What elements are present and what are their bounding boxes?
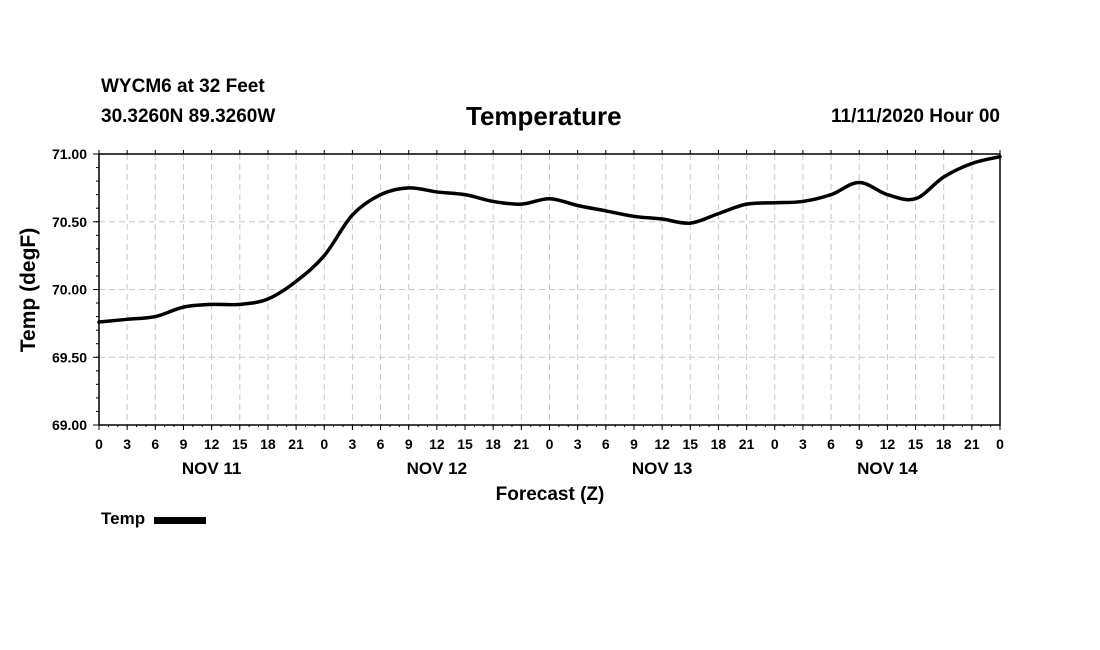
x-tick-label: 15 bbox=[457, 436, 473, 452]
forecast-datetime: 11/11/2020 Hour 00 bbox=[830, 106, 1000, 127]
x-tick-label: 18 bbox=[711, 436, 727, 452]
y-tick-label: 70.50 bbox=[52, 214, 87, 230]
legend: Temp bbox=[101, 509, 207, 529]
x-tick-label: 3 bbox=[574, 436, 582, 452]
x-tick-label: 3 bbox=[349, 436, 357, 452]
x-tick-label: 9 bbox=[630, 436, 638, 452]
series-layer bbox=[97, 154, 1002, 324]
x-tick-label: 3 bbox=[123, 436, 131, 452]
x-tick-label: 6 bbox=[827, 436, 835, 452]
x-tick-label: 0 bbox=[996, 436, 1004, 452]
x-tick-label: 15 bbox=[682, 436, 698, 452]
x-tick-label: 21 bbox=[964, 436, 980, 452]
x-axis-ticks: 0 3 6 9 12 15 18 21 0 3 6 9 12 15 18 21 0 3 6 9 12 15 18 21 0 3 6 9… bbox=[95, 150, 1004, 478]
grid-lines bbox=[99, 154, 1000, 425]
x-tick-label: 21 bbox=[514, 436, 530, 452]
x-tick-label: 9 bbox=[180, 436, 188, 452]
x-tick-label: 18 bbox=[485, 436, 501, 452]
day-label: NOV 12 bbox=[407, 459, 467, 478]
legend-line-swatch bbox=[154, 517, 207, 524]
y-tick-label: 71.00 bbox=[52, 146, 87, 162]
day-label: NOV 14 bbox=[857, 459, 918, 478]
y-tick-label: 70.00 bbox=[52, 282, 87, 298]
day-label: NOV 13 bbox=[632, 459, 692, 478]
station-label: WYCM6 at 32 Feet bbox=[101, 76, 265, 97]
y-tick-label: 69.50 bbox=[52, 349, 87, 365]
x-tick-label: 15 bbox=[232, 436, 248, 452]
x-tick-label: 15 bbox=[908, 436, 924, 452]
x-tick-label: 3 bbox=[799, 436, 807, 452]
x-axis-label: Forecast (Z) bbox=[496, 484, 605, 505]
x-tick-label: 0 bbox=[771, 436, 779, 452]
legend-label: Temp bbox=[101, 509, 146, 528]
x-tick-label: 18 bbox=[260, 436, 276, 452]
y-tick-label: 69.00 bbox=[52, 417, 87, 433]
location-label: 30.3260N 89.3260W bbox=[101, 106, 276, 127]
x-tick-label: 9 bbox=[855, 436, 863, 452]
x-tick-label: 12 bbox=[880, 436, 896, 452]
chart-title: Temperature bbox=[466, 101, 622, 131]
x-tick-label: 0 bbox=[320, 436, 328, 452]
series-line-temp bbox=[97, 154, 1002, 324]
x-tick-label: 18 bbox=[936, 436, 952, 452]
x-tick-label: 6 bbox=[377, 436, 385, 452]
x-tick-label: 6 bbox=[151, 436, 159, 452]
x-tick-label: 12 bbox=[204, 436, 220, 452]
x-tick-label: 0 bbox=[546, 436, 554, 452]
y-axis-ticks: 69.00 69.50 70.00 70.50 71.00 bbox=[52, 146, 99, 433]
plot-frame bbox=[98, 153, 1001, 426]
x-tick-label: 6 bbox=[602, 436, 610, 452]
x-tick-label: 12 bbox=[654, 436, 670, 452]
y-axis-label: Temp (degF) bbox=[17, 228, 40, 352]
x-tick-label: 9 bbox=[405, 436, 413, 452]
x-tick-label: 21 bbox=[288, 436, 304, 452]
x-tick-label: 0 bbox=[95, 436, 103, 452]
day-label: NOV 11 bbox=[182, 459, 242, 478]
x-tick-label: 12 bbox=[429, 436, 445, 452]
x-tick-label: 21 bbox=[739, 436, 755, 452]
